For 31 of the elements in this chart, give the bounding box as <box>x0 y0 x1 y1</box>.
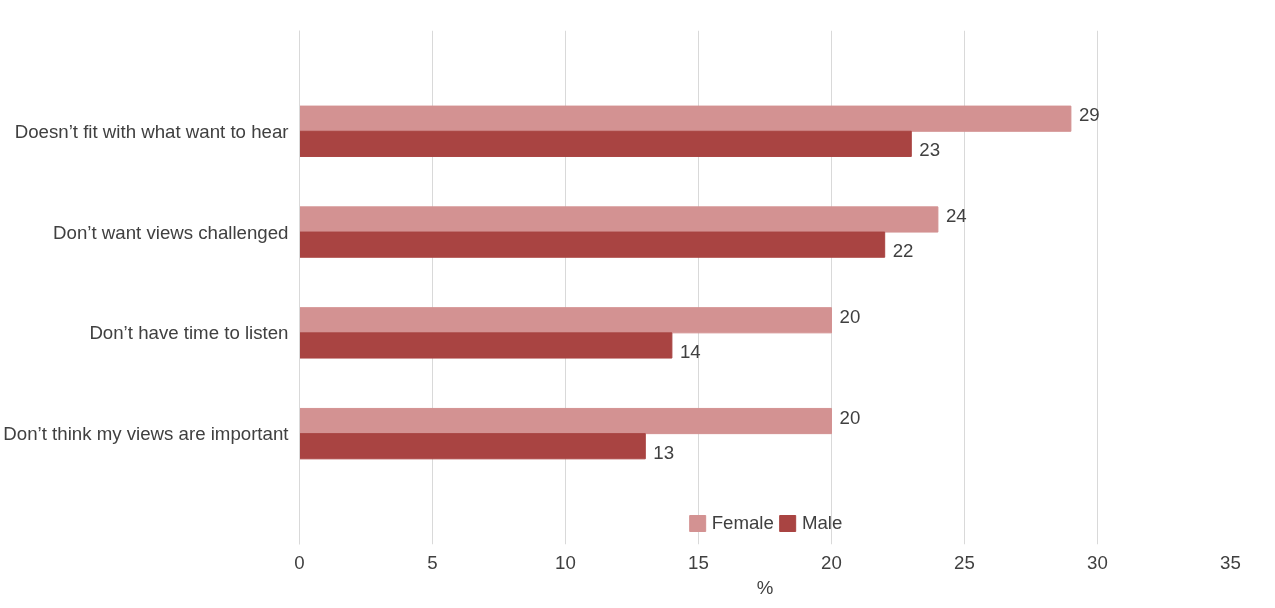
x-tick-label: 5 <box>427 551 438 573</box>
x-tick-label: 15 <box>688 551 709 573</box>
data-label: 14 <box>679 340 701 362</box>
y-tick-label: Don’t want views challenged <box>53 221 289 243</box>
bar <box>299 307 832 334</box>
x-axis-title: % <box>756 576 774 598</box>
x-tick-label: 35 <box>1220 551 1241 573</box>
data-label: 13 <box>653 441 675 463</box>
y-tick-label: Don’t think my views are important <box>3 423 290 445</box>
data-label: 20 <box>839 305 861 327</box>
x-tick-label: 0 <box>294 551 305 573</box>
data-label: 22 <box>892 240 914 262</box>
legend-label: Female <box>711 512 774 534</box>
bar <box>299 332 673 359</box>
bar <box>299 105 1072 132</box>
x-tick-label: 20 <box>821 551 842 573</box>
bar <box>299 130 912 157</box>
data-label: 24 <box>945 204 967 226</box>
y-tick-label: Doesn’t fit with what want to hear <box>14 120 289 142</box>
bar <box>299 407 832 435</box>
bar <box>299 231 886 258</box>
data-label: 20 <box>839 406 861 428</box>
x-tick-label: 30 <box>1087 551 1108 573</box>
bar <box>299 206 939 233</box>
y-tick-label: Don’t have time to listen <box>89 322 289 344</box>
legend-label: Male <box>801 512 843 534</box>
data-label: 23 <box>919 139 941 161</box>
bar <box>299 433 646 460</box>
x-tick-label: 10 <box>555 551 576 573</box>
data-label: 29 <box>1078 104 1100 126</box>
x-tick-label: 25 <box>954 551 975 573</box>
